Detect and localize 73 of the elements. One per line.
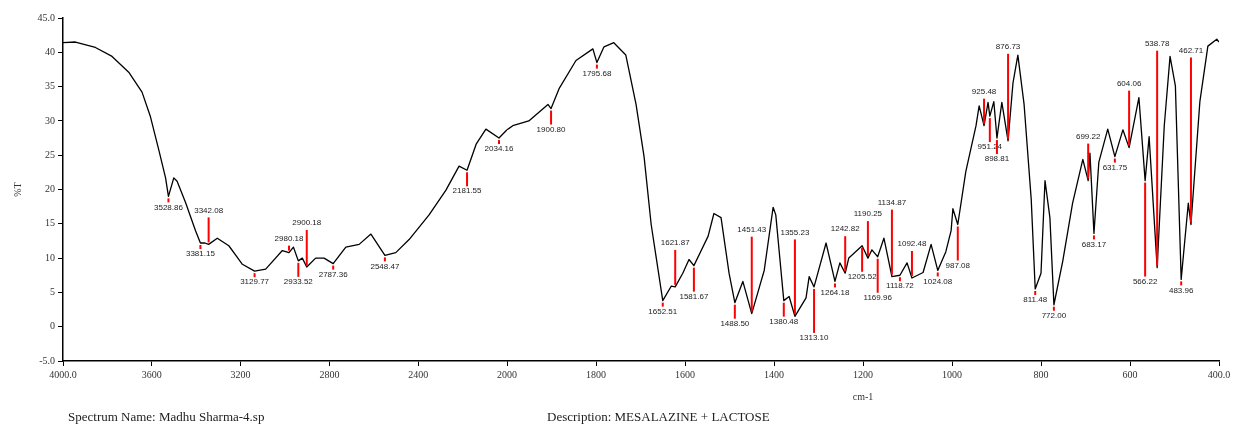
x-axis-title: cm-1 [852,390,874,402]
annotation: 2933.52 [283,277,314,287]
y-tick-label: 0 [50,320,55,332]
annotation: 876.73 [995,42,1021,51]
x-tick-label: 600 [1122,368,1138,380]
annotation: 772.00 [1041,310,1067,320]
annotation: 898.81 [984,154,1010,164]
annotation: 683.17 [1081,239,1107,249]
y-tick-label: 35 [45,80,55,92]
annotation: 699.22 [1075,131,1101,141]
y-tick-label: 40 [45,45,55,57]
y-tick-label: 10 [45,251,55,263]
annotation: 3342.08 [194,205,224,215]
annotation: 1380.48 [769,316,799,326]
annotation: 1242.82 [830,224,861,234]
annotation: 1169.96 [863,292,893,302]
annotation: 1134.87 [877,197,907,207]
annotation: 2181.55 [452,186,483,196]
x-tick-label: 1800 [586,368,606,380]
x-tick-label: 3600 [141,368,162,380]
x-tick-label: 2000 [497,368,517,380]
annotation: 1264.18 [820,287,850,297]
annotation: 2034.16 [484,144,515,154]
annotation: 2980.18 [274,233,304,243]
annotation: 462.71 [1178,45,1204,55]
annotation: 1313.10 [799,333,830,343]
annotation: 1024.08 [923,276,953,286]
x-tick-label: 400.0 [1207,368,1231,380]
y-tick-label: 15 [45,217,55,229]
y-tick-label: 45.0 [37,11,55,23]
annotation: 1190.25 [853,209,883,219]
text: Spectrum Name: Madhu Sharma-4.sp [68,409,265,424]
annotation: 1795.68 [582,68,612,78]
annotation: 2900.18 [292,218,322,228]
x-tick-label: 4000.0 [49,368,77,380]
annotation: 604.06 [1116,78,1142,88]
x-tick-label: 1200 [853,368,873,380]
annotation: 1451.43 [737,224,767,234]
annotation: 1900.80 [536,124,567,134]
y-tick-label: 25 [45,148,55,160]
y-axis-title: %T [11,182,23,197]
annotation: 811.48 [1023,295,1048,305]
text: Description: MESALAZINE + LACTOSE [547,409,770,424]
annotation: 1488.50 [720,318,750,328]
annotation: 3381.15 [185,249,216,259]
annotation: 987.08 [945,260,971,270]
x-tick-label: 1400 [764,368,784,380]
y-tick-label: -5.0 [39,354,55,366]
annotation: 538.78 [1144,38,1170,48]
annotation: 1621.87 [660,238,691,248]
annotation: 1205.52 [847,271,878,281]
x-tick-label: 2800 [319,368,340,380]
x-tick-label: 800 [1033,368,1049,380]
annotation: 1355.23 [780,227,810,237]
x-tick-label: 3200 [230,368,251,380]
annotation: 3528.86 [153,202,184,212]
y-tick-label: 30 [45,114,55,126]
y-tick-label: 5 [50,286,55,298]
x-tick-label: 1000 [942,368,962,380]
annotation: 1118.72 [886,281,915,291]
x-tick-label: 2400 [408,368,429,380]
annotation: 925.48 [971,86,997,96]
annotation: 631.75 [1102,162,1128,172]
annotation: 3129.77 [240,277,270,287]
annotation: 1652.51 [648,306,678,316]
x-tick-label: 1600 [675,368,695,380]
annotation: 2548.47 [370,261,400,271]
annotation: 483.96 [1168,285,1194,295]
annotation: 2787.36 [318,269,349,279]
annotation: 1581.67 [679,291,709,301]
annotation: 1092.48 [897,239,927,249]
annotation: 566.22 [1132,276,1158,286]
y-tick-label: 20 [45,183,55,195]
